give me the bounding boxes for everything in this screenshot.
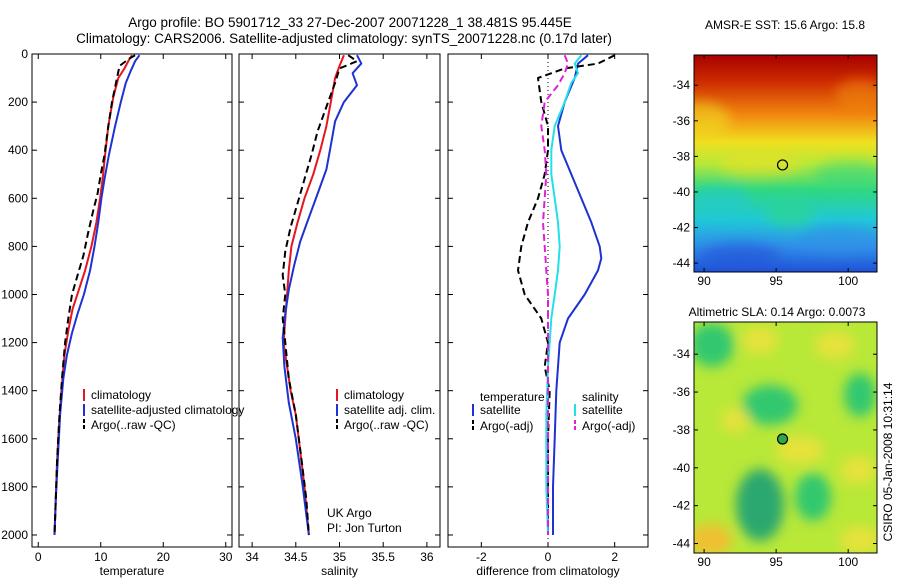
series-line-climatology: [53, 54, 133, 536]
map-x-tick-label: 90: [697, 555, 711, 569]
sst-argo-location-marker: [776, 159, 789, 171]
y-tick-label: 800: [8, 239, 28, 253]
sst-map-title: AMSR-E SST: 15.6 Argo: 15.8: [705, 18, 865, 32]
series-line-argo-raw-qc-: [281, 54, 358, 536]
x-tick-label: 36: [420, 550, 434, 564]
y-tick-label: 400: [8, 143, 28, 157]
y-tick-label: 1200: [1, 336, 28, 350]
map-y-tick-label: -38: [673, 423, 691, 437]
y-tick-label: 1400: [1, 384, 28, 398]
legend-entry: satellite: [480, 403, 521, 417]
x-tick-label: 0: [35, 550, 42, 564]
series-line-climatology: [282, 54, 345, 536]
x-tick-label: 10: [94, 550, 108, 564]
x-tick-label: 0: [545, 550, 552, 564]
series-line-satellite-adjusted-climatology: [53, 54, 141, 536]
y-tick-label: 0: [21, 47, 28, 61]
salinity-panel: 34 34.5 35 35.5 36 salinity climatologysatelli…: [238, 53, 441, 578]
map-y-tick-label: -36: [673, 385, 691, 399]
map-y-tick-label: -40: [673, 461, 691, 475]
x-axis-label: temperature: [100, 564, 165, 578]
sst-map: AMSR-E SST: 15.6 Argo: 15.8 90 95 100 -34 -3…: [673, 18, 878, 288]
series-line-argo-raw-qc-: [53, 54, 136, 536]
y-tick-label: 1800: [1, 480, 28, 494]
credit-line-1: UK Argo: [327, 506, 372, 520]
y-tick-label: 600: [8, 191, 28, 205]
legend-entry: satellite-adjusted climatology: [91, 403, 244, 417]
legend-entry: Argo(..raw -QC): [344, 418, 429, 432]
x-axis-label: difference from climatology: [476, 564, 619, 578]
map-y-tick-label: -38: [673, 149, 691, 163]
x-axis-label: salinity: [321, 564, 358, 578]
legend-group-title: temperature: [480, 390, 545, 404]
temperature-panel: 0 10 20 30 0 200 400 600 800 1000 1200 1400 1600 1800…: [1, 47, 244, 578]
legend-entry: climatology: [344, 388, 404, 402]
x-tick-label: 35.5: [372, 550, 396, 564]
title-line-1: Argo profile: BO 5901712_33 27-Dec-2007 …: [128, 15, 572, 30]
map-x-tick-label: 95: [769, 555, 783, 569]
legend-group-title: salinity: [582, 390, 619, 404]
map-y-tick-label: -42: [673, 499, 691, 513]
map-x-tick-label: 95: [769, 274, 783, 288]
legend-entry: satellite: [582, 403, 623, 417]
series-line-temperature-satellite: [552, 54, 603, 535]
map-x-tick-label: 100: [838, 274, 858, 288]
credit-line-2: PI: Jon Turton: [327, 521, 402, 535]
map-x-tick-label: 90: [697, 274, 711, 288]
y-tick-label: 1000: [1, 287, 28, 301]
series-line-satellite-adj-clim-: [281, 54, 363, 536]
legend-entry: climatology: [91, 388, 151, 402]
series-line-salinity-argo-adj-: [540, 54, 569, 535]
legend-entry: Argo(-adj): [582, 419, 635, 433]
x-tick-label: 2: [611, 550, 618, 564]
sla-map: Altimetric SLA: 0.14 Argo: 0.0073 90 95 10…: [673, 305, 878, 569]
sla-map-title: Altimetric SLA: 0.14 Argo: 0.0073: [689, 305, 866, 319]
timestamp: CSIRO 05-Jan-2008 10:31:14: [881, 382, 895, 541]
legend-entry: satellite adj. clim.: [344, 403, 435, 417]
axes-frame: [31, 53, 233, 548]
y-tick-label: 200: [8, 95, 28, 109]
map-y-tick-label: -34: [673, 78, 691, 92]
legend-entry: Argo(..raw -QC): [91, 418, 176, 432]
title-line-2: Climatology: CARS2006. Satellite-adjuste…: [76, 31, 612, 46]
map-y-tick-label: -34: [673, 347, 691, 361]
series-line-temperature-argo-adj-: [517, 54, 616, 535]
x-tick-label: 30: [219, 550, 233, 564]
map-x-tick-label: 100: [838, 555, 858, 569]
map-y-tick-label: -44: [673, 256, 691, 270]
axes-frame: [238, 53, 441, 548]
y-tick-label: 2000: [1, 528, 28, 542]
map-y-tick-label: -40: [673, 185, 691, 199]
x-tick-label: 34.5: [284, 550, 308, 564]
x-tick-label: 35: [333, 550, 347, 564]
map-y-tick-label: -42: [673, 221, 691, 235]
series-line-salinity-satellite: [545, 54, 583, 536]
map-y-tick-label: -36: [673, 114, 691, 128]
legend-entry: Argo(-adj): [480, 419, 533, 433]
y-tick-label: 1600: [1, 432, 28, 446]
x-tick-label: 34: [245, 550, 259, 564]
x-tick-label: 20: [157, 550, 171, 564]
map-y-tick-label: -44: [673, 537, 691, 551]
sla-argo-location-marker: [776, 433, 789, 445]
x-tick-label: -2: [476, 550, 487, 564]
